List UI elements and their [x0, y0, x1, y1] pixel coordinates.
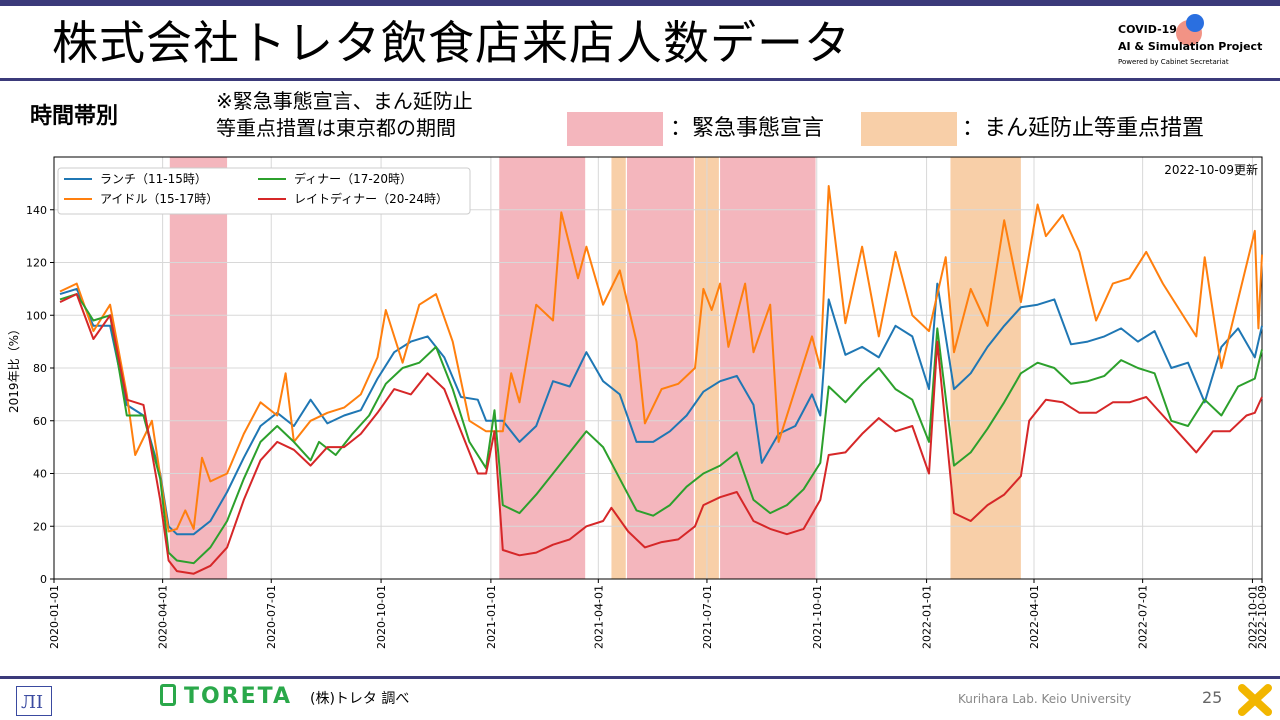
y-tick-label: 80: [33, 362, 47, 375]
logo-line1: COVID-19: [1118, 23, 1177, 36]
note-line1: ※緊急事態宣言、まん延防止: [216, 89, 473, 113]
section-subtitle: 時間帯別: [30, 104, 119, 129]
updated-label: 2022-10-09更新: [1164, 162, 1258, 177]
x-tick-label: 2021-07-01: [701, 585, 714, 649]
page-number: 25: [1202, 688, 1223, 707]
plot-frame: [53, 156, 1263, 580]
title-divider: [0, 78, 1280, 81]
y-tick-label: 60: [33, 415, 47, 428]
x-tick-label: 2022-01-01: [921, 585, 934, 649]
y-tick-label: 120: [26, 257, 47, 270]
x-tick-label: 2020-07-01: [265, 585, 278, 649]
x-tick-label: 2021-01-01: [485, 585, 498, 649]
x-tick-label: 2022-10-09: [1256, 585, 1269, 649]
toreta-brand-text: TORETA: [184, 684, 293, 709]
series-line: [59, 293, 1263, 565]
svg-text:ЛI: ЛI: [21, 692, 43, 713]
toreta-mark-icon: [160, 684, 176, 706]
data-source: (株)トレタ 調べ: [310, 691, 410, 707]
covid-project-logo: COVID-19 AI & Simulation Project Powered…: [1118, 14, 1270, 72]
legend-entry: レイトディナー（20-24時）: [294, 191, 448, 206]
x-tick-label: 2021-04-01: [592, 585, 605, 649]
x-logo-icon: [1238, 684, 1272, 716]
x-tick-label: 2022-07-01: [1137, 585, 1150, 649]
period-note: ※緊急事態宣言、まん延防止 等重点措置は東京都の期間: [216, 88, 473, 142]
top-accent-bar: [0, 0, 1280, 6]
x-tick-label: 2022-10-01: [1246, 585, 1259, 649]
manen-swatch: [861, 112, 957, 146]
emergency-legend-label: ：緊急事態宣言: [670, 116, 825, 141]
manen-legend-label: ：まん延防止等重点措置: [962, 116, 1205, 141]
logo-dot-icon: [1186, 14, 1204, 32]
series-legend: [57, 167, 471, 215]
x-tick-label: 2022-04-01: [1028, 585, 1041, 649]
y-axis-label: 2019年比（%）: [7, 323, 21, 413]
x-tick-label: 2021-10-01: [811, 585, 824, 649]
footer-divider: [0, 676, 1280, 679]
legend-entry: ディナー（17-20時）: [294, 171, 412, 186]
lab-credit: Kurihara Lab. Keio University: [958, 692, 1132, 706]
legend-entry: アイドル（15-17時）: [100, 192, 218, 206]
emergency-swatch: [567, 112, 663, 146]
y-tick-label: 100: [26, 309, 47, 322]
x-tick-label: 2020-10-01: [375, 585, 388, 649]
logo-line2: AI & Simulation Project: [1118, 40, 1263, 53]
x-tick-label: 2020-01-01: [48, 585, 61, 649]
visits-line-chart: 0 20 40 60 80 100 120 140 2020-01-01 2020-04-01 20…: [7, 156, 1269, 649]
note-line2: 等重点措置は東京都の期間: [216, 116, 456, 140]
lab-logo-icon: ЛI: [16, 686, 52, 716]
toreta-logo: TORETA: [160, 684, 292, 709]
legend-entry: ランチ（11-15時）: [100, 172, 207, 186]
y-tick-label: 20: [33, 520, 47, 533]
y-tick-label: 0: [40, 573, 47, 586]
series-line: [59, 293, 1263, 575]
series-line: [59, 282, 1263, 536]
y-tick-label: 40: [33, 468, 47, 481]
series-line: [59, 185, 1263, 533]
x-tick-label: 2020-04-01: [157, 585, 170, 649]
page-title: 株式会社トレタ飲食店来店人数データ: [52, 16, 851, 70]
y-tick-label: 140: [26, 204, 47, 217]
logo-line3: Powered by Cabinet Secretariat: [1118, 58, 1229, 66]
